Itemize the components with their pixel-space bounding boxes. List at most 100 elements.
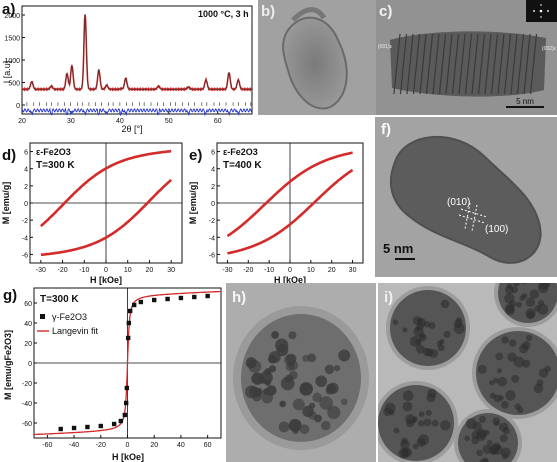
xrd-bragg-ticks (26, 102, 252, 106)
panel-g-magnetization: -60 -40 -20 0 20 40 60 -60 -40 -20 0 20 40 60 T=300 K… (0, 283, 226, 462)
magnetization-g-ylabel: M [emu/gFe2O3] (3, 330, 13, 400)
hysteresis-d-ytick-label: 2 (24, 184, 28, 191)
magnetization-g-ytick-label: 40 (24, 321, 32, 328)
hysteresis-d-xtick-label: 10 (124, 267, 132, 274)
hysteresis-e-ascending-branch (227, 168, 354, 255)
magnetization-g-plot: -60 -40 -20 0 20 40 60 -60 -40 -20 0 20 40 60 T=300 K… (3, 287, 222, 462)
hysteresis-e-material: ε-Fe2O3 (223, 147, 258, 157)
hysteresis-e-ytick-label: 2 (211, 184, 215, 191)
hysteresis-d-xtick-label: -10 (79, 267, 89, 274)
hysteresis-d-xtick-label: -20 (58, 267, 68, 274)
magnetization-g-ytick-label: -60 (22, 421, 32, 428)
magnetization-g-xtick-label: 40 (177, 442, 185, 449)
hysteresis-e-ytick-label: -2 (209, 218, 215, 225)
hysteresis-e-ytick-label: -4 (209, 235, 215, 242)
magnetization-g-xtick-label: -20 (96, 442, 106, 449)
magnetization-g-xtick-label: 0 (126, 442, 130, 449)
gamma-fe2o3-point (123, 400, 129, 406)
panel-label-i: i) (384, 289, 394, 306)
xrd-xtick-label: 20 (18, 118, 26, 125)
hysteresis-e-xtick-label: 20 (328, 267, 336, 274)
xrd-ytick-label: 500 (8, 81, 20, 88)
magnetization-g-xtick-label: -60 (42, 442, 52, 449)
hysteresis-d-ytick-label: -4 (22, 235, 28, 242)
xrd-fit-curve (22, 14, 252, 90)
gamma-fe2o3-point (205, 293, 210, 299)
panel-label-a: a) (2, 1, 16, 18)
magnetization-g-ytick-label: -40 (22, 401, 32, 408)
hysteresis-d-ylabel: M [emu/g] (1, 182, 11, 225)
hysteresis-d-ytick-label: 6 (24, 150, 28, 157)
hysteresis-d-xtick-label: 20 (146, 267, 154, 274)
hysteresis-e-ytick-label: 6 (211, 150, 215, 157)
hysteresis-e-ylabel: M [emu/g] (188, 182, 198, 225)
tem-b-particle (258, 0, 376, 115)
panel-i-tem-image: i) (378, 283, 557, 462)
panel-d-hysteresis: -30 -20 -10 0 10 20 30 -6 -4 -2 0 2 4 6 ε-Fe2O3 T=300… (0, 137, 187, 285)
hysteresis-e-ytick-label: 4 (211, 167, 215, 174)
hysteresis-e-xtick-label: 30 (349, 267, 357, 274)
gamma-fe2o3-point (122, 412, 128, 418)
magnetization-g-ytick-label: 60 (24, 301, 32, 308)
xrd-xtick-label: 50 (165, 118, 173, 125)
gamma-fe2o3-point (124, 385, 130, 391)
hysteresis-d-descending-branch (40, 149, 172, 228)
xrd-ytick-label: 2000 (4, 13, 20, 20)
hysteresis-e-xtick-label: -10 (264, 267, 274, 274)
gamma-fe2o3-points (58, 293, 210, 432)
tem-i-spheres (378, 283, 557, 462)
xrd-xlabel: 2θ [°] (121, 124, 142, 134)
xrd-condition: 1000 °C, 3 h (198, 9, 249, 19)
xrd-ylabel: I [a.u] (2, 61, 12, 84)
hysteresis-d-ytick-label: -2 (22, 218, 28, 225)
hysteresis-d-temp: T=300 K (36, 160, 75, 171)
gamma-fe2o3-point (111, 421, 117, 427)
gamma-fe2o3-point (192, 294, 197, 300)
panel-h-tem-image: h) (226, 283, 376, 462)
langevin-fit-curve (34, 290, 221, 436)
hysteresis-e-ytick-label: -6 (209, 252, 215, 259)
panel-a-xrd: 20 30 40 50 60 0 500 1000 1500 2000 1000 °C, 3 h … (0, 0, 258, 135)
magnetization-g-ytick-label: -20 (22, 381, 32, 388)
panel-label-b: b) (261, 3, 276, 20)
gamma-fe2o3-point (126, 320, 132, 326)
magnetization-g-xtick-label: -40 (69, 442, 79, 449)
gamma-fe2o3-point (178, 295, 184, 301)
xrd-residual-curve (21, 107, 252, 117)
hysteresis-e-ytick-label: 0 (211, 201, 215, 208)
xrd-xtick-label: 60 (214, 118, 222, 125)
panel-b-tem-image: b) (258, 0, 376, 115)
magnetization-g-xtick-label: 60 (204, 442, 212, 449)
panel-c-hrtem-image: 5 nm (001)ε (002)ε c) (376, 0, 557, 115)
magnetization-g-temp: T=300 K (40, 294, 79, 305)
hysteresis-d-xtick-label: 30 (167, 267, 175, 274)
hysteresis-e-xlabel: H [kOe] (274, 275, 306, 285)
hysteresis-d-material: ε-Fe2O3 (36, 147, 71, 157)
gamma-fe2o3-point (125, 335, 131, 341)
xrd-ytick-label: 1500 (4, 36, 20, 43)
xrd-xtick-label: 30 (67, 118, 75, 125)
magnetization-g-xlabel: H [kOe] (112, 452, 144, 462)
panel-label-c: c) (379, 3, 393, 20)
gamma-fe2o3-point (165, 296, 170, 302)
hysteresis-d-xlabel: H [kOe] (90, 275, 122, 285)
panel-label-g: g) (3, 287, 18, 304)
xrd-ytick-label: 0 (16, 103, 20, 110)
hysteresis-e-xtick-label: 10 (307, 267, 315, 274)
legend-points-label: γ-Fe2O3 (52, 312, 87, 322)
panel-label-h: h) (232, 289, 247, 306)
gamma-fe2o3-point (152, 297, 157, 303)
hrtem-c-plane-left: (001)ε (378, 44, 393, 50)
panel-label-d: d) (2, 147, 17, 164)
gamma-fe2o3-point (131, 302, 137, 308)
hysteresis-d-ascending-branch (40, 178, 172, 257)
hysteresis-d-ytick-label: 4 (24, 167, 28, 174)
gamma-fe2o3-point (118, 418, 124, 424)
hysteresis-e-temp: T=400 K (223, 160, 262, 171)
panel-label-f: f) (381, 121, 391, 138)
hysteresis-e-descending-branch (226, 151, 353, 238)
legend-line-label: Langevin fit (52, 326, 99, 336)
